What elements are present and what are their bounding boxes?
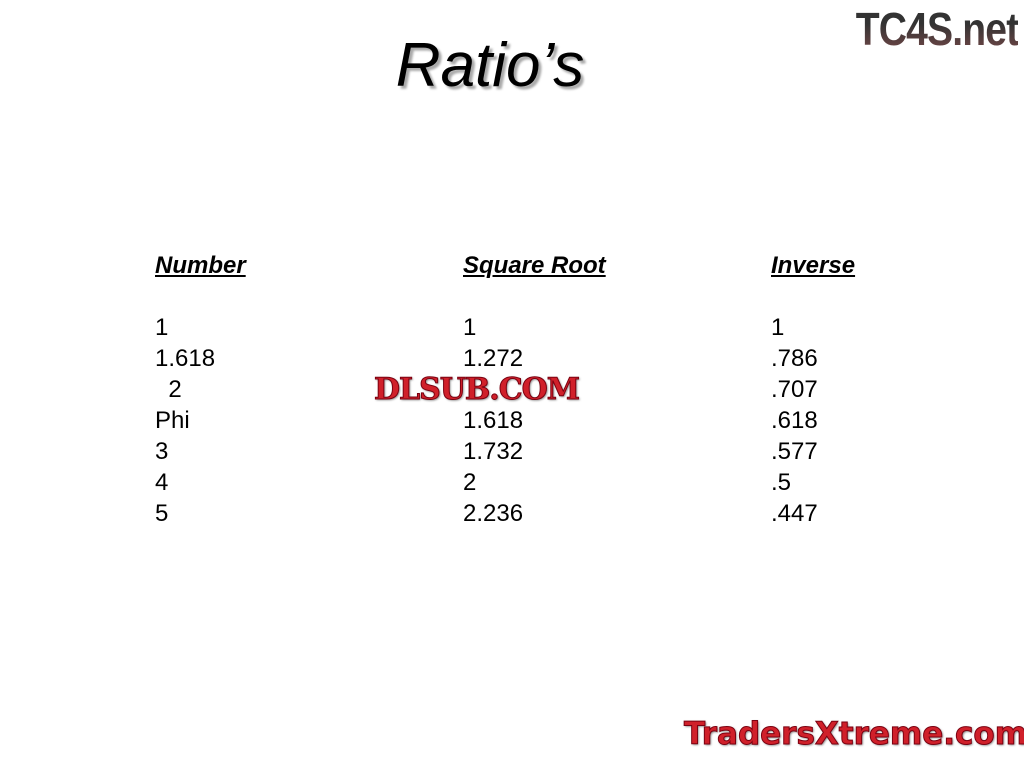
cell: 2.236: [463, 500, 524, 527]
cell: 3: [155, 438, 169, 465]
cell: .786: [771, 345, 818, 372]
column-number: Number 1 1.618 2 Phi 3 4 5: [155, 250, 246, 529]
cell: .577: [771, 438, 818, 465]
tradersxtreme-watermark: TradersXtreme.com: [683, 716, 1024, 753]
column-header: Inverse: [771, 252, 856, 279]
cell: .707: [771, 376, 818, 403]
cell: .618: [771, 407, 818, 434]
cell: Phi: [155, 407, 190, 434]
cell: .5: [771, 469, 792, 496]
column-square-root: Square Root 1 1.272 1.618 1.732 2 2.236: [463, 250, 606, 529]
cell: 1: [771, 314, 785, 341]
cell: 1.272: [463, 345, 524, 372]
column-header: Square Root: [463, 252, 606, 279]
dlsub-watermark: DLSUB.COM: [374, 372, 581, 407]
column-inverse: Inverse 1 .786 .707 .618 .577 .5 .447: [771, 250, 855, 529]
cell: .447: [771, 500, 818, 527]
cell: 1.618: [463, 407, 524, 434]
cell: 1: [155, 314, 169, 341]
tc4s-logo: TC4S.net: [855, 3, 1019, 55]
cell: 4: [155, 469, 169, 496]
cell: 2: [463, 469, 477, 496]
cell: 2: [155, 376, 182, 403]
cell: 5: [155, 500, 169, 527]
cell: 1.618: [155, 345, 216, 372]
cell: 1: [463, 314, 477, 341]
cell: 1.732: [463, 438, 524, 465]
column-header: Number: [155, 252, 246, 279]
slide-title: Ratio’s: [395, 31, 585, 100]
